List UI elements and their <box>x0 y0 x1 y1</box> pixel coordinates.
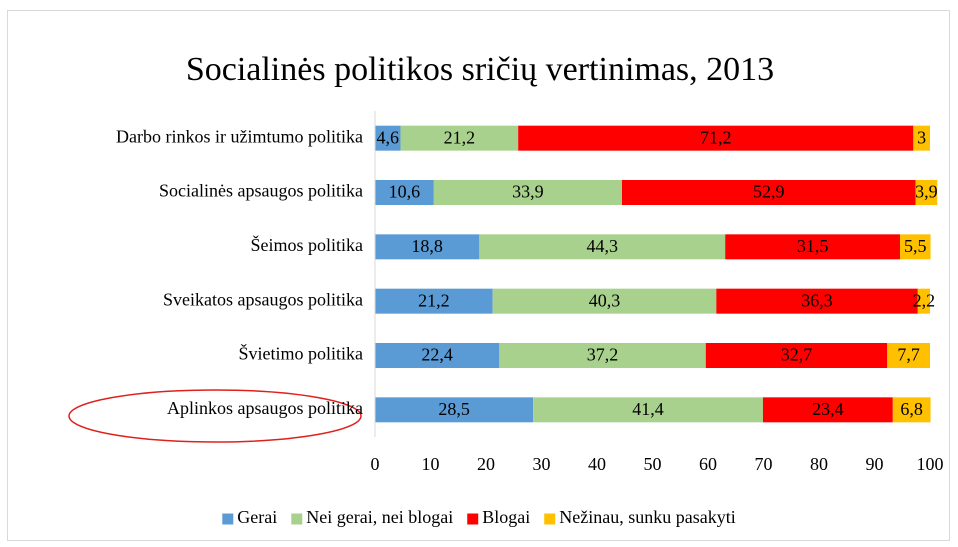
data-label: 22,4 <box>421 345 453 365</box>
bar-segment <box>892 397 931 423</box>
bar-segment <box>375 343 500 368</box>
y-tick-label: Sveikatos apsaugos politika <box>163 289 363 309</box>
bar-segment <box>716 288 918 314</box>
data-label: 7,7 <box>897 345 920 365</box>
data-label: 18,8 <box>411 236 443 256</box>
bar-segment <box>400 125 519 151</box>
legend-label: Nežinau, sunku pasakyti <box>559 507 735 527</box>
bar-segment <box>725 234 901 260</box>
x-tick-label: 80 <box>810 454 828 474</box>
bar-segment <box>900 234 931 260</box>
data-label: 71,2 <box>700 127 732 147</box>
data-label: 52,9 <box>753 182 785 202</box>
x-tick-label: 60 <box>699 454 717 474</box>
x-tick-label: 0 <box>371 454 380 474</box>
data-label: 44,3 <box>587 236 619 256</box>
legend-label: Blogai <box>482 507 530 527</box>
data-label: 3,9 <box>915 182 938 202</box>
data-label: 28,5 <box>438 399 470 419</box>
x-tick-label: 100 <box>917 454 944 474</box>
bar-segment <box>913 125 930 151</box>
data-label: 41,4 <box>632 399 664 419</box>
data-label: 37,2 <box>587 345 619 365</box>
bar-segment <box>375 180 434 205</box>
bar-segment <box>917 288 930 314</box>
y-tick-label: Aplinkos apsaugos politika <box>167 398 363 418</box>
chart-frame <box>7 10 950 541</box>
data-label: 3 <box>917 127 926 147</box>
bar-segment <box>915 180 938 205</box>
data-label: 33,9 <box>512 182 544 202</box>
legend-label: Gerai <box>237 507 277 527</box>
bar-segment <box>375 125 401 151</box>
data-label: 2,2 <box>913 290 936 310</box>
x-tick-label: 90 <box>866 454 884 474</box>
data-label: 21,2 <box>418 290 450 310</box>
data-label: 40,3 <box>589 290 621 310</box>
legend-swatch <box>544 513 556 525</box>
x-tick-label: 30 <box>533 454 551 474</box>
x-tick-label: 10 <box>422 454 440 474</box>
x-tick-label: 40 <box>588 454 606 474</box>
bar-segment <box>492 288 717 314</box>
legend-swatch <box>467 513 479 525</box>
bar-segment <box>433 180 622 205</box>
data-label: 23,4 <box>812 399 844 419</box>
bar-segment <box>499 343 706 368</box>
data-label: 10,6 <box>389 182 421 202</box>
bar-segment <box>621 180 916 205</box>
y-tick-label: Socialinės apsaugos politika <box>159 181 363 201</box>
y-tick-label: Šeimos politika <box>251 234 364 255</box>
y-tick-label: Darbo rinkos ir užimtumo politika <box>116 126 363 146</box>
data-label: 21,2 <box>444 127 476 147</box>
data-label: 32,7 <box>781 345 813 365</box>
data-label: 4,6 <box>377 127 400 147</box>
legend-swatch <box>222 513 234 525</box>
data-label: 5,5 <box>904 236 927 256</box>
chart-title: Socialinės politikos sričių vertinimas, … <box>186 51 774 88</box>
bar-segment <box>375 288 493 314</box>
bar-segment <box>375 234 480 260</box>
highlight-ellipse <box>68 389 362 443</box>
x-tick-label: 70 <box>755 454 773 474</box>
bar-segment <box>375 397 534 423</box>
bar-segment <box>518 125 914 151</box>
bar-segment <box>762 397 893 423</box>
legend-swatch <box>291 513 303 525</box>
data-label: 31,5 <box>797 236 829 256</box>
bar-segment <box>887 343 930 368</box>
legend-label: Nei gerai, nei blogai <box>306 507 453 527</box>
data-label: 36,3 <box>801 290 833 310</box>
bar-segment <box>479 234 726 260</box>
x-tick-label: 20 <box>477 454 495 474</box>
bar-segment <box>533 397 763 423</box>
y-tick-label: Švietimo politika <box>239 343 364 364</box>
data-label: 6,8 <box>900 399 923 419</box>
bar-segment <box>705 343 888 368</box>
x-tick-label: 50 <box>644 454 662 474</box>
